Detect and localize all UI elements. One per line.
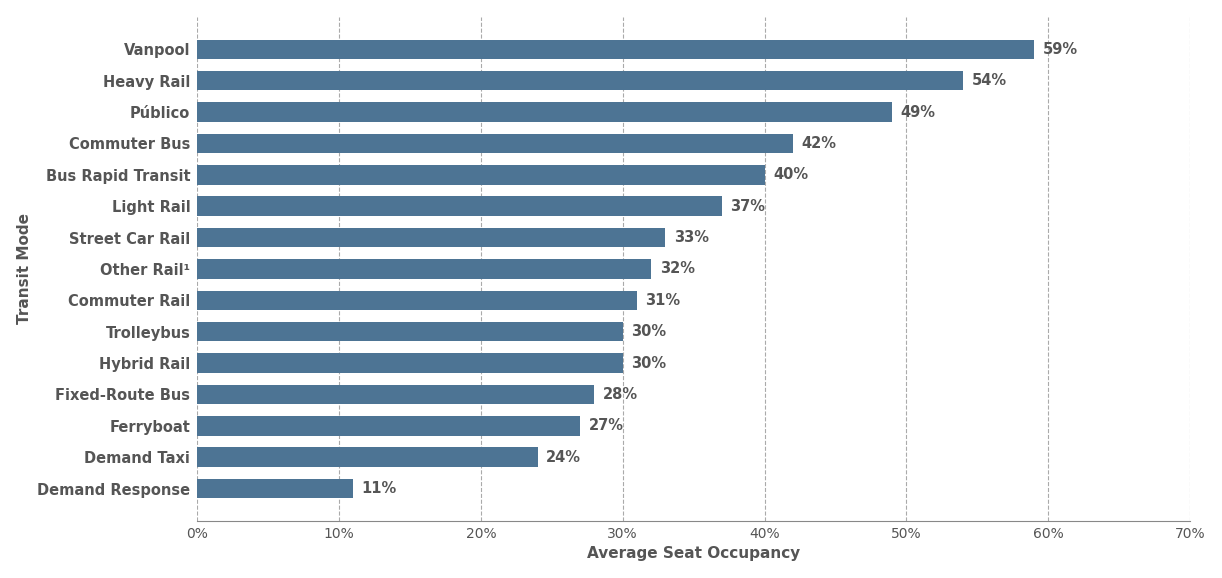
- Text: 59%: 59%: [1042, 42, 1078, 57]
- Bar: [197, 447, 538, 467]
- Bar: [197, 197, 722, 216]
- Text: 27%: 27%: [589, 418, 623, 434]
- Bar: [197, 259, 651, 279]
- Bar: [197, 353, 623, 373]
- Text: 31%: 31%: [645, 293, 681, 308]
- Text: 40%: 40%: [774, 167, 808, 182]
- Bar: [197, 40, 1034, 59]
- Bar: [197, 291, 637, 310]
- Text: 11%: 11%: [362, 481, 397, 496]
- Bar: [197, 102, 892, 122]
- Text: 54%: 54%: [971, 73, 1007, 88]
- Text: 42%: 42%: [802, 136, 836, 151]
- X-axis label: Average Seat Occupancy: Average Seat Occupancy: [587, 546, 800, 561]
- Bar: [197, 416, 580, 436]
- Text: 24%: 24%: [546, 450, 582, 465]
- Bar: [197, 71, 963, 90]
- Bar: [197, 385, 594, 404]
- Text: 30%: 30%: [632, 324, 666, 339]
- Text: 37%: 37%: [731, 199, 765, 214]
- Bar: [197, 134, 793, 153]
- Bar: [197, 479, 353, 498]
- Text: 28%: 28%: [602, 387, 638, 402]
- Text: 33%: 33%: [673, 230, 709, 245]
- Y-axis label: Transit Mode: Transit Mode: [17, 213, 32, 324]
- Bar: [197, 165, 765, 184]
- Text: 49%: 49%: [901, 105, 936, 120]
- Bar: [197, 228, 665, 247]
- Text: 32%: 32%: [660, 261, 694, 276]
- Text: 30%: 30%: [632, 355, 666, 370]
- Bar: [197, 322, 623, 342]
